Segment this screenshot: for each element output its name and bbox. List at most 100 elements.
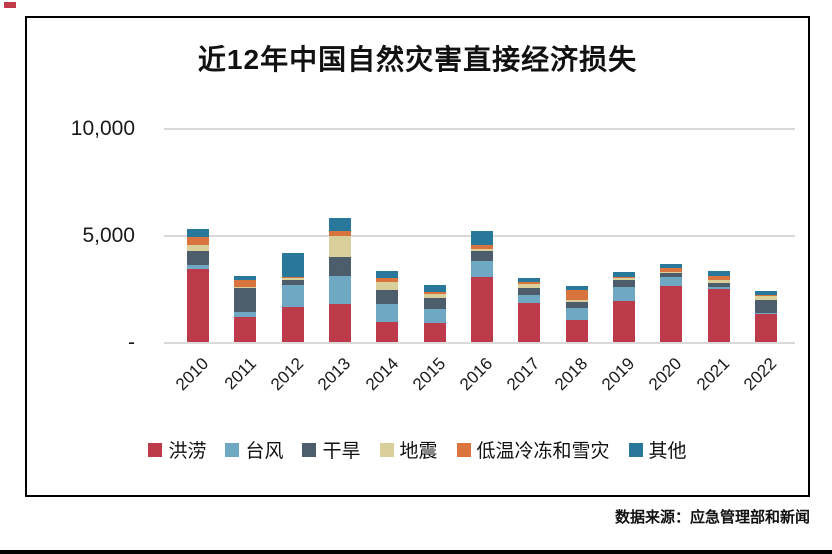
segment-其他-2014[interactable]	[376, 270, 399, 278]
bar-2013[interactable]	[328, 218, 351, 343]
segment-低温冷冻和雪灾-2016[interactable]	[470, 244, 493, 250]
segment-地震-2010[interactable]	[187, 244, 209, 251]
segment-低温冷冻和雪灾-2022[interactable]	[754, 294, 777, 296]
segment-干旱-2011[interactable]	[234, 288, 257, 312]
segment-其他-2018[interactable]	[565, 285, 588, 290]
segment-洪涝-2016[interactable]	[470, 276, 493, 343]
segment-地震-2019[interactable]	[612, 277, 635, 281]
segment-干旱-2012[interactable]	[281, 280, 304, 286]
segment-低温冷冻和雪灾-2021[interactable]	[707, 276, 730, 280]
segment-其他-2019[interactable]	[612, 272, 635, 277]
segment-台风-2021[interactable]	[707, 286, 730, 289]
bar-2019[interactable]	[612, 272, 635, 343]
segment-低温冷冻和雪灾-2015[interactable]	[423, 291, 446, 295]
segment-其他-2015[interactable]	[423, 284, 446, 292]
bar-2014[interactable]	[376, 270, 399, 343]
segment-干旱-2015[interactable]	[423, 297, 446, 309]
bar-2015[interactable]	[423, 284, 446, 343]
segment-台风-2013[interactable]	[328, 275, 351, 304]
segment-地震-2021[interactable]	[707, 279, 730, 283]
legend-item-洪涝[interactable]: 洪涝	[148, 436, 206, 463]
legend-item-地震[interactable]: 地震	[379, 436, 438, 463]
segment-干旱-2016[interactable]	[470, 250, 493, 261]
segment-地震-2016[interactable]	[470, 249, 493, 251]
segment-其他-2022[interactable]	[754, 290, 777, 295]
segment-低温冷冻和雪灾-2014[interactable]	[376, 277, 399, 282]
segment-干旱-2018[interactable]	[565, 301, 588, 309]
segment-洪涝-2019[interactable]	[612, 300, 635, 343]
x-axis-label-2020: 2020	[645, 354, 686, 395]
bar-2018[interactable]	[565, 285, 588, 343]
segment-洪涝-2015[interactable]	[423, 322, 446, 343]
segment-干旱-2022[interactable]	[754, 300, 777, 314]
x-axis-label-2014: 2014	[361, 354, 402, 395]
segment-干旱-2010[interactable]	[187, 250, 209, 265]
segment-洪涝-2021[interactable]	[707, 288, 730, 343]
segment-其他-2013[interactable]	[328, 218, 351, 231]
segment-地震-2013[interactable]	[328, 235, 351, 257]
legend-item-其他[interactable]: 其他	[628, 436, 687, 463]
segment-洪涝-2018[interactable]	[565, 320, 588, 343]
segment-地震-2018[interactable]	[565, 300, 588, 302]
segment-干旱-2020[interactable]	[660, 272, 683, 278]
segment-台风-2012[interactable]	[281, 285, 304, 308]
segment-低温冷冻和雪灾-2012[interactable]	[281, 277, 304, 278]
segment-其他-2020[interactable]	[660, 263, 683, 268]
segment-洪涝-2013[interactable]	[328, 303, 351, 343]
bar-2017[interactable]	[518, 277, 541, 343]
segment-地震-2014[interactable]	[376, 281, 399, 290]
segment-干旱-2013[interactable]	[328, 256, 351, 276]
segment-其他-2021[interactable]	[707, 271, 730, 277]
legend-item-干旱[interactable]: 干旱	[302, 436, 361, 463]
segment-洪涝-2014[interactable]	[376, 322, 399, 343]
segment-干旱-2017[interactable]	[518, 287, 541, 296]
segment-台风-2019[interactable]	[612, 287, 635, 301]
segment-地震-2015[interactable]	[423, 294, 446, 298]
bar-2010[interactable]	[187, 228, 209, 343]
segment-台风-2016[interactable]	[470, 260, 493, 277]
segment-干旱-2014[interactable]	[376, 289, 399, 305]
segment-其他-2010[interactable]	[187, 228, 209, 238]
legend-item-台风[interactable]: 台风	[225, 436, 283, 463]
segment-其他-2011[interactable]	[234, 276, 257, 281]
segment-台风-2010[interactable]	[187, 264, 209, 269]
legend-item-低温冷冻和雪灾[interactable]: 低温冷冻和雪灾	[456, 436, 610, 463]
segment-干旱-2019[interactable]	[612, 280, 635, 288]
segment-台风-2020[interactable]	[660, 277, 683, 286]
segment-干旱-2021[interactable]	[707, 282, 730, 287]
segment-台风-2017[interactable]	[518, 295, 541, 303]
segment-洪涝-2012[interactable]	[281, 307, 304, 343]
segment-低温冷冻和雪灾-2017[interactable]	[518, 281, 541, 285]
segment-地震-2012[interactable]	[281, 277, 304, 281]
bar-2016[interactable]	[470, 231, 493, 343]
segment-低温冷冻和雪灾-2018[interactable]	[565, 289, 588, 300]
segment-地震-2011[interactable]	[234, 287, 257, 289]
segment-其他-2017[interactable]	[518, 277, 541, 282]
segment-低温冷冻和雪灾-2010[interactable]	[187, 237, 209, 245]
segment-其他-2012[interactable]	[281, 253, 304, 278]
segment-台风-2011[interactable]	[234, 311, 257, 317]
segment-台风-2022[interactable]	[754, 313, 777, 315]
segment-洪涝-2022[interactable]	[754, 314, 777, 343]
segment-地震-2017[interactable]	[518, 284, 541, 288]
segment-洪涝-2020[interactable]	[660, 285, 683, 343]
segment-低温冷冻和雪灾-2020[interactable]	[660, 267, 683, 272]
bar-2021[interactable]	[707, 271, 730, 343]
segment-低温冷冻和雪灾-2011[interactable]	[234, 280, 257, 287]
legend-swatch-icon	[456, 442, 471, 457]
segment-台风-2015[interactable]	[423, 308, 446, 323]
segment-地震-2022[interactable]	[754, 295, 777, 301]
segment-低温冷冻和雪灾-2013[interactable]	[328, 230, 351, 236]
bar-2012[interactable]	[281, 253, 304, 343]
bar-2020[interactable]	[660, 263, 683, 343]
segment-台风-2014[interactable]	[376, 304, 399, 322]
segment-低温冷冻和雪灾-2019[interactable]	[612, 276, 635, 278]
bar-2022[interactable]	[754, 290, 777, 343]
segment-洪涝-2017[interactable]	[518, 303, 541, 343]
bar-2011[interactable]	[234, 276, 257, 343]
y-axis-tick-label: 10,000	[70, 117, 135, 140]
segment-洪涝-2011[interactable]	[234, 316, 257, 343]
segment-其他-2016[interactable]	[470, 231, 493, 245]
segment-洪涝-2010[interactable]	[187, 268, 209, 343]
segment-台风-2018[interactable]	[565, 308, 588, 321]
